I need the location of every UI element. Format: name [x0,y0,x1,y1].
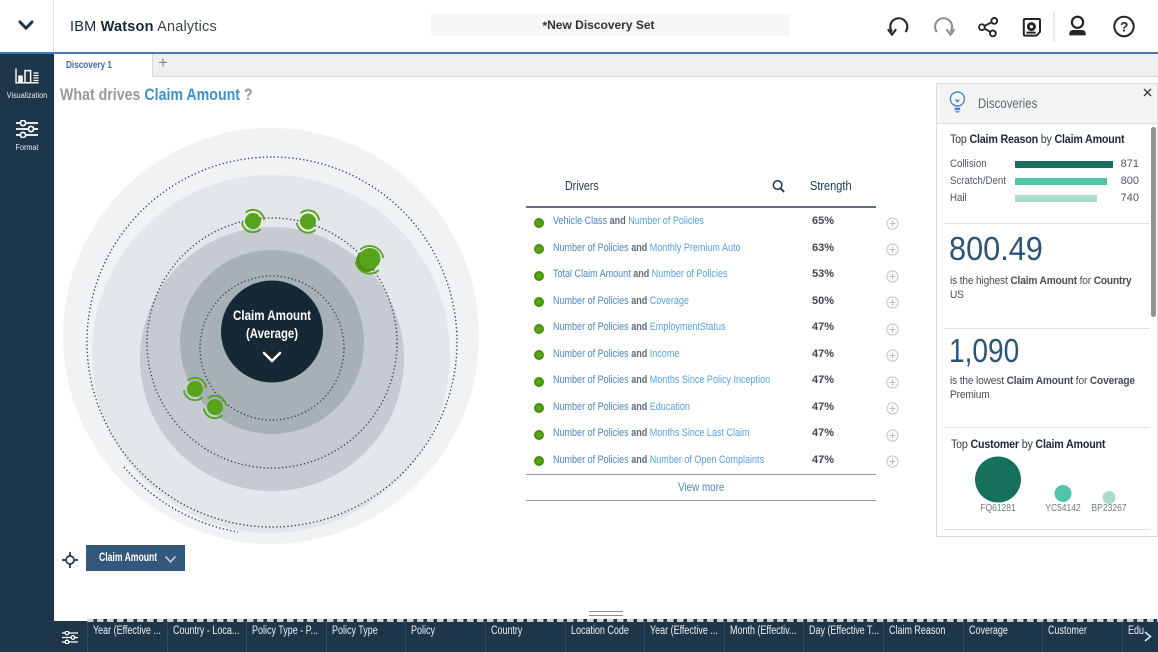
svg-text:?: ? [1120,19,1128,34]
svg-text:(Average): (Average) [246,325,298,341]
svg-text:Claim Amount: Claim Amount [233,307,311,323]
